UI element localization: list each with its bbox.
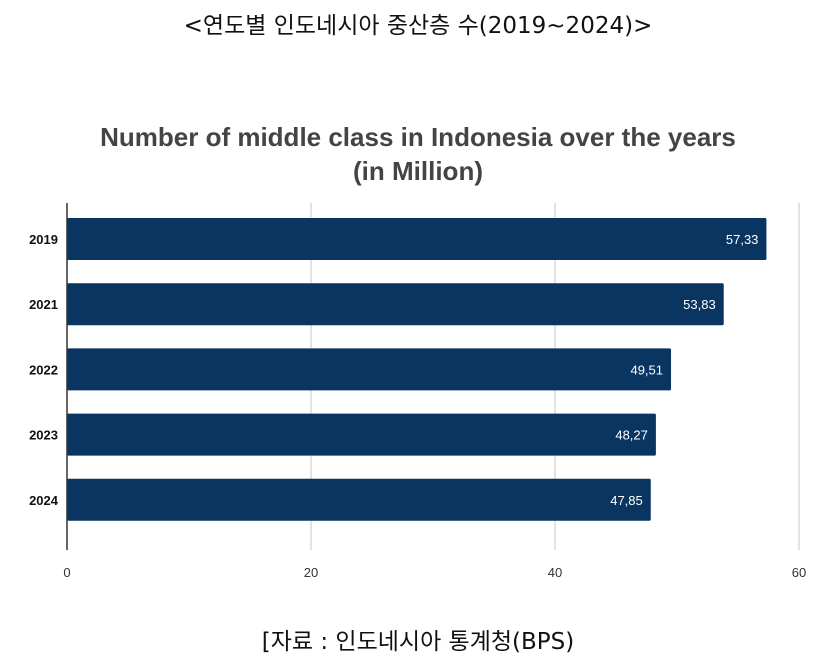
bar-label-2021: 53,83 — [683, 297, 716, 312]
x-tick-label-60: 60 — [792, 565, 806, 580]
bar-2024 — [67, 478, 651, 521]
y-tick-label-2023: 2023 — [29, 428, 58, 443]
x-tick-label-40: 40 — [548, 565, 562, 580]
bar-label-2024: 47,85 — [610, 493, 643, 508]
y-tick-label-2024: 2024 — [29, 493, 59, 508]
bar-2022 — [67, 348, 672, 391]
source-note: [자료 : 인도네시아 통계청(BPS) — [261, 629, 575, 655]
chart-title: Number of middle class in Indonesia over… — [0, 120, 836, 188]
y-tick-label-2021: 2021 — [29, 297, 58, 312]
x-tick-label-0: 0 — [63, 565, 70, 580]
y-tick-label-2019: 2019 — [29, 232, 58, 247]
bar-label-2019: 57,33 — [726, 232, 759, 247]
bar-2021 — [67, 283, 724, 326]
x-tick-label-20: 20 — [304, 565, 318, 580]
y-tick-label-2022: 2022 — [29, 362, 58, 377]
bar-2023 — [67, 413, 656, 456]
bar-label-2023: 48,27 — [615, 428, 648, 443]
bar-label-2022: 49,51 — [630, 362, 663, 377]
bar-2019 — [67, 218, 767, 260]
chart-title-line2: (in Million) — [353, 156, 483, 186]
chart-title-line1: Number of middle class in Indonesia over… — [100, 122, 736, 152]
figure-caption: <연도별 인도네시아 중산층 수(2019~2024)> — [183, 13, 653, 39]
